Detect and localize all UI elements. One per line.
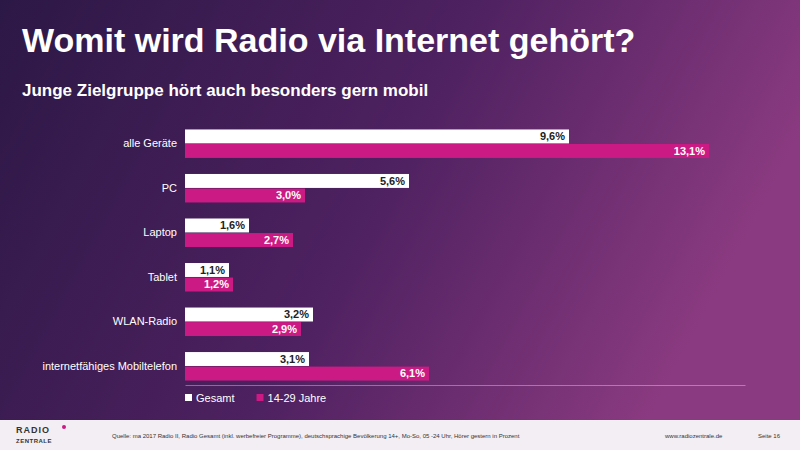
category-label: WLAN-Radio bbox=[113, 315, 177, 327]
legend-label: 14-29 Jahre bbox=[268, 392, 327, 404]
bar bbox=[185, 144, 709, 158]
bar bbox=[185, 263, 229, 277]
category-label: Laptop bbox=[143, 226, 177, 238]
bar bbox=[185, 189, 305, 203]
bars bbox=[185, 129, 709, 380]
bar bbox=[185, 308, 313, 322]
subtitle: Junge Zielgruppe hört auch besonders ger… bbox=[22, 81, 428, 100]
data-label: 5,6% bbox=[380, 175, 405, 187]
tick: WLAN-Radio bbox=[113, 315, 185, 327]
legend-swatch bbox=[257, 394, 264, 401]
bar bbox=[185, 352, 309, 366]
logo-dot bbox=[62, 425, 66, 429]
category-label: alle Geräte bbox=[123, 137, 177, 149]
bar bbox=[185, 278, 233, 292]
legend: Gesamt 14-29 Jahre bbox=[185, 392, 326, 404]
title: Womit wird Radio via Internet gehört? bbox=[22, 21, 635, 59]
category-label: internetfähiges Mobiltelefon bbox=[42, 360, 177, 372]
logo: RADIO ZENTRALE bbox=[16, 425, 66, 444]
data-label: 3,1% bbox=[280, 353, 305, 365]
logo-text: ZENTRALE bbox=[16, 438, 52, 444]
data-label: 2,7% bbox=[264, 234, 289, 246]
tick: internetfähiges Mobiltelefon bbox=[42, 360, 185, 372]
legend-label: Gesamt bbox=[196, 392, 235, 404]
bar bbox=[185, 218, 249, 232]
footer-strip bbox=[0, 420, 800, 450]
bar bbox=[185, 129, 569, 143]
data-label: 13,1% bbox=[674, 145, 705, 157]
page-number: Seite 16 bbox=[758, 433, 781, 439]
bar bbox=[185, 233, 293, 247]
background bbox=[0, 0, 800, 450]
tick: Tablet bbox=[148, 271, 185, 283]
bar bbox=[185, 322, 301, 336]
chart: Womit wird Radio via Internet gehört? Jun… bbox=[0, 0, 800, 450]
source: Quelle: ma 2017 Radio II, Radio Gesamt (… bbox=[112, 433, 520, 439]
x-axis bbox=[186, 385, 746, 386]
data-label: 1,6% bbox=[220, 219, 245, 231]
bar bbox=[185, 367, 429, 381]
axis-line bbox=[186, 385, 746, 386]
logo-text: RADIO bbox=[16, 425, 50, 435]
category-label: PC bbox=[162, 182, 177, 194]
data-label: 3,0% bbox=[276, 189, 301, 201]
legend-swatch bbox=[185, 394, 192, 401]
data-label: 9,6% bbox=[540, 130, 565, 142]
y-axis: alle Geräte PC Laptop Tablet WLAN-Radio inter… bbox=[42, 137, 185, 372]
data-label: 1,1% bbox=[200, 264, 225, 276]
data-labels: 9,6% 5,6% 1,6% 1,1% 3,2% 3,1% 13,1% 3,0% 2,7% 1,2… bbox=[200, 130, 705, 379]
data-label: 6,1% bbox=[400, 367, 425, 379]
website: www.radiozentrale.de bbox=[664, 433, 723, 439]
tick: PC bbox=[162, 182, 185, 194]
tick: alle Geräte bbox=[123, 137, 185, 149]
data-label: 1,2% bbox=[204, 278, 229, 290]
data-label: 3,2% bbox=[284, 308, 309, 320]
data-label: 2,9% bbox=[272, 323, 297, 335]
category-label: Tablet bbox=[148, 271, 177, 283]
bar bbox=[185, 174, 409, 188]
tick: Laptop bbox=[143, 226, 185, 238]
